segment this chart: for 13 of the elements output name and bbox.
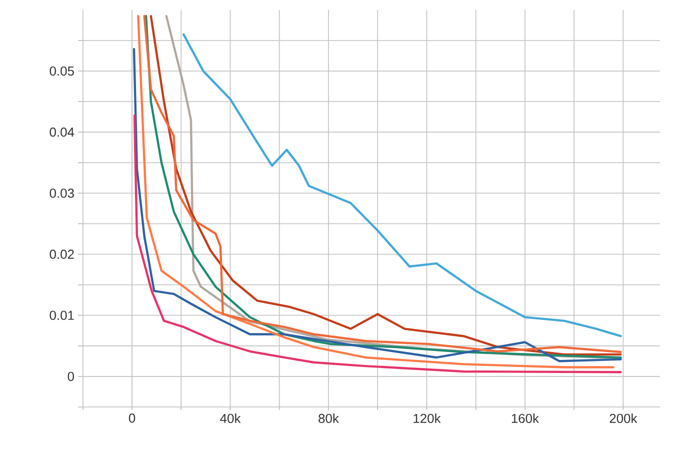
y-tick-label: 0.02 [50,250,74,259]
line-series [133,114,622,374]
x-tick-label: 0 [128,414,136,423]
x-tick-label: 200k [610,414,638,424]
x-tick-label: 40k [220,414,241,424]
y-tick-label: 0.01 [50,310,74,320]
y-tick-label: 0.03 [50,188,74,198]
x-tick-label: 160k [512,414,540,424]
y-tick-label: 0.04 [50,128,74,137]
y-tick-label: 0 [68,372,74,381]
x-tick-label: 80k [318,414,339,424]
y-tick-label: 0.05 [50,66,74,76]
x-tick-label: 120k [414,414,441,424]
